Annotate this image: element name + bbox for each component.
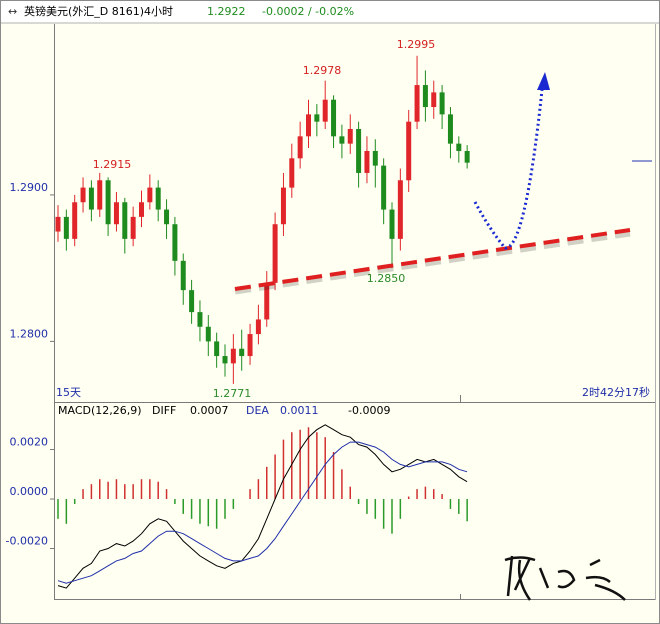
candle-body [414, 85, 420, 122]
forecast-curve [473, 89, 544, 250]
candle-body [80, 187, 86, 203]
annotation: 1.2915 [93, 158, 132, 171]
annotation: 1.2995 [397, 38, 436, 51]
header-price: 1.2922 [207, 5, 246, 18]
candle-body [130, 216, 136, 239]
candle-body [280, 187, 286, 225]
candle-body [205, 326, 211, 342]
y-tick-label: -0.0020 [6, 535, 48, 548]
signature [504, 555, 626, 601]
candle-body [406, 121, 412, 181]
candle-body [230, 348, 236, 364]
candle-body [105, 180, 111, 225]
candle-body [155, 187, 161, 210]
candle-body [164, 209, 170, 225]
legend-diff-value: 0.0007 [190, 404, 229, 417]
candle-body [122, 202, 128, 239]
candle-body [147, 187, 153, 203]
header-change: -0.0002 / -0.02% [262, 5, 354, 18]
candle-body [339, 136, 345, 144]
candle-body [264, 282, 270, 320]
candle-body [255, 319, 261, 335]
candle-body [88, 187, 94, 210]
candle-body [456, 143, 462, 151]
candle-body [439, 92, 445, 115]
candle-body [139, 202, 144, 217]
macd-title: MACD(12,26,9) [58, 404, 142, 417]
candle-body [364, 150, 370, 173]
candle-body [389, 209, 395, 239]
trendline [234, 228, 631, 291]
candle-body [331, 99, 337, 137]
candle-body [97, 180, 103, 210]
y-tick-label: 0.0020 [10, 436, 49, 449]
candle-body [322, 99, 328, 122]
macd-line [57, 441, 468, 584]
header-bar [1, 1, 659, 23]
candle-body [297, 136, 303, 159]
candle-body [372, 150, 378, 166]
annotation: 1.2771 [213, 387, 252, 400]
macd-line [57, 424, 468, 589]
candle-body [272, 224, 278, 283]
candle-body [447, 114, 453, 144]
candle-body [172, 224, 178, 261]
y-tick-label: 1.2800 [10, 327, 49, 340]
candle-body [180, 260, 186, 291]
candle-body [214, 341, 220, 357]
candle-body [55, 216, 61, 232]
candle-body [431, 92, 437, 108]
legend-diff: DIFF [152, 404, 176, 417]
chart-title: 英镑美元(外汇_D 8161)4小时 [24, 4, 173, 18]
time-label: 2时42分17秒 [582, 385, 650, 399]
annotation: 1.2978 [303, 64, 342, 77]
annotation: 1.2850 [367, 272, 406, 285]
candle-body [306, 114, 311, 137]
legend-dea: DEA [246, 404, 269, 417]
candle-body [189, 290, 195, 313]
candle-body [381, 165, 387, 210]
candle-body [397, 180, 403, 239]
candle-body [239, 348, 245, 357]
candle-body [356, 129, 362, 173]
header-icon: ↔ [8, 5, 17, 18]
candle-body [222, 356, 228, 364]
y-tick-label: 0.0000 [10, 485, 49, 498]
candle-body [197, 312, 203, 327]
legend-dea-value: 0.0011 [280, 404, 319, 417]
candle-body [422, 85, 428, 108]
candle-body [289, 158, 295, 188]
y-tick-label: 1.2900 [10, 181, 49, 194]
marks: 1.2900 1.2800 1.2915 1.2978 1.2995 1.2850 1.27… [6, 38, 470, 589]
forecast-arrow [537, 72, 550, 90]
candle-body [314, 114, 320, 122]
trendline-shadow [234, 229, 631, 295]
candle-body [113, 202, 119, 225]
candle-body [247, 334, 253, 357]
candle-body [72, 202, 78, 239]
legend-macd-value: -0.0009 [348, 404, 390, 417]
candle-body [464, 150, 470, 163]
period-label: 15天 [56, 386, 81, 399]
candle-body [347, 129, 353, 144]
candle-body [63, 216, 69, 239]
